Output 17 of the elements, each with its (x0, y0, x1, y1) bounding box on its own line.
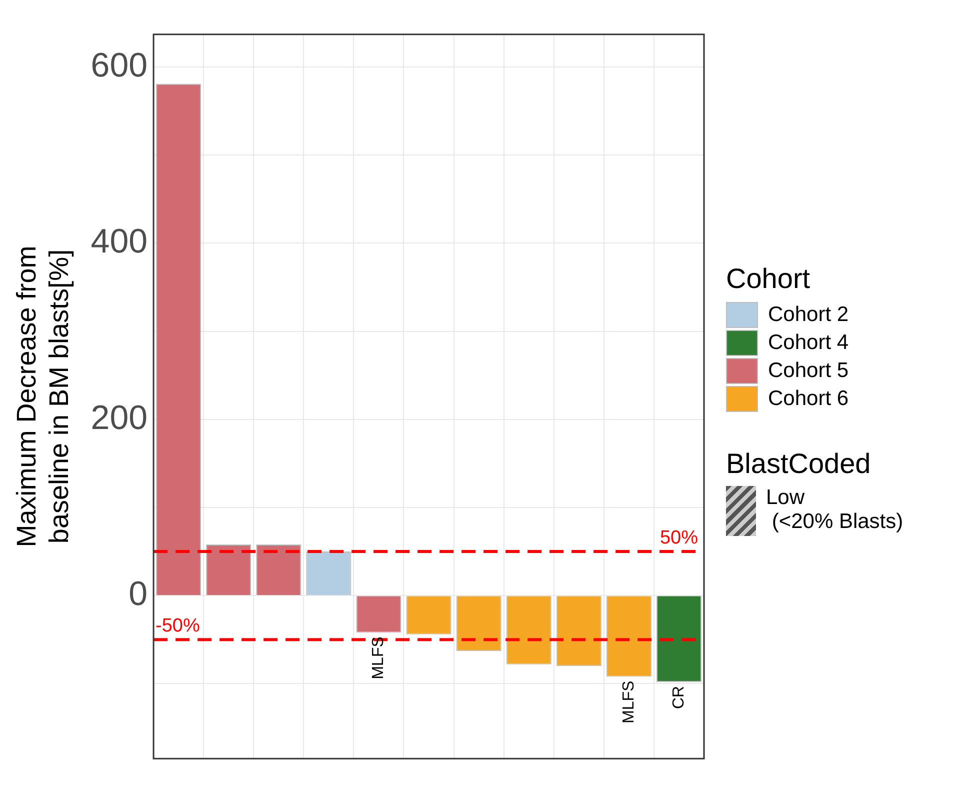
legend-label: Cohort 5 (768, 359, 849, 383)
data-label: CR (670, 686, 688, 710)
y-tick-label: 600 (90, 46, 148, 84)
text: BlastCoded (726, 448, 872, 480)
legend-title: Cohort (726, 263, 812, 295)
y-axis-title: Maximum Decrease from baseline in BM blasts[%] (12, 246, 74, 548)
y-tick-label: 0 (128, 574, 148, 613)
ref-line-label: -50% (156, 615, 200, 636)
ref-line-label: 50% (660, 527, 698, 548)
legend-label: Cohort 4 (768, 331, 849, 355)
legend-label: Cohort 2 (768, 303, 849, 327)
y-tick-label: 400 (90, 222, 148, 261)
data-label: MLFS (620, 680, 638, 724)
y-tick-label: 200 (90, 398, 148, 437)
legend-label: Cohort 6 (768, 387, 849, 411)
text: Low (<20% Blasts) (766, 486, 904, 534)
data-label: MLFS (370, 636, 388, 680)
